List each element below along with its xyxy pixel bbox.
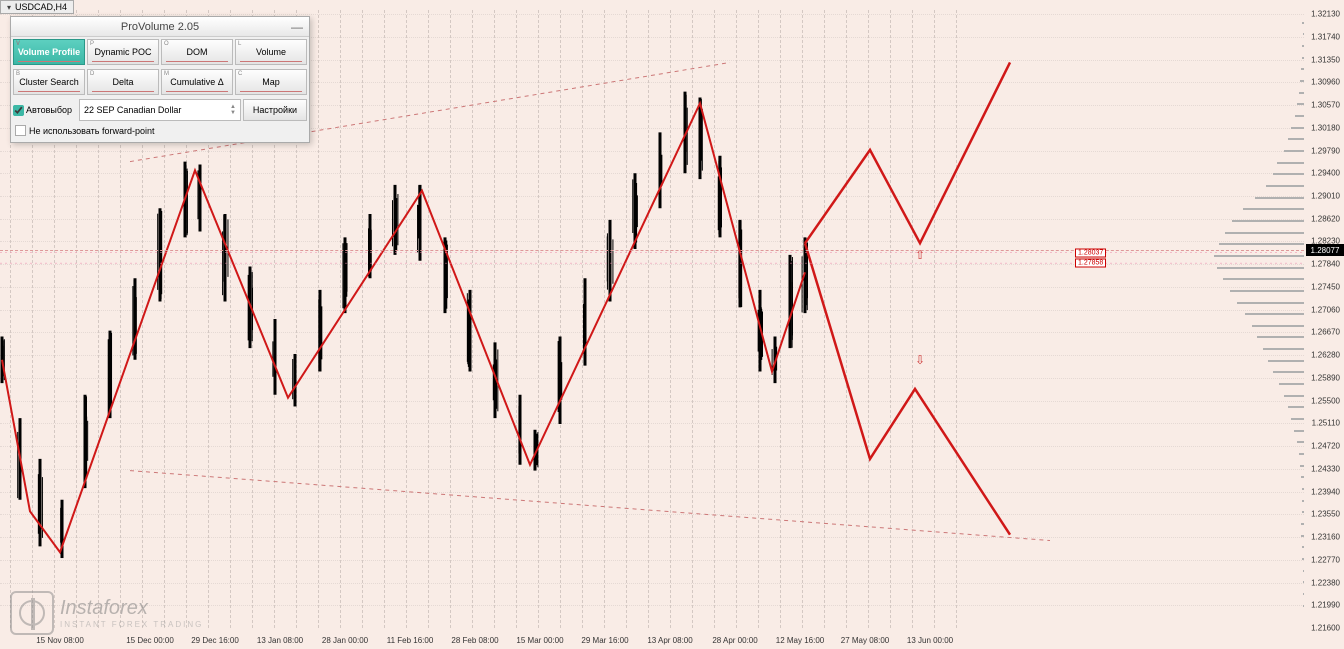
x-tick-label: 28 Jan 00:00 (322, 636, 368, 645)
settings-button[interactable]: Настройки (243, 99, 307, 121)
pv-button-delta[interactable]: DDelta (87, 69, 159, 95)
y-tick-label: 1.28620 (1311, 214, 1340, 223)
x-tick-label: 12 May 16:00 (776, 636, 824, 645)
settings-label: Настройки (253, 105, 297, 115)
arrow-up-icon: ⇧ (915, 248, 925, 262)
y-tick-label: 1.31350 (1311, 55, 1340, 64)
y-tick-label: 1.25890 (1311, 373, 1340, 382)
y-tick-label: 1.27840 (1311, 260, 1340, 269)
x-tick-label: 28 Apr 00:00 (712, 636, 757, 645)
contract-select[interactable]: 22 SEP Canadian Dollar ▲▼ (79, 99, 241, 121)
brand-name: Instaforex (60, 597, 148, 619)
pv-button-cluster-search[interactable]: BCluster Search (13, 69, 85, 95)
y-tick-label: 1.23160 (1311, 533, 1340, 542)
x-tick-label: 15 Nov 08:00 (36, 636, 84, 645)
minimize-icon[interactable]: — (291, 20, 303, 34)
checkbox-icon (15, 125, 26, 136)
y-tick-label: 1.30960 (1311, 78, 1340, 87)
pv-button-dynamic-poc[interactable]: PDynamic POC (87, 39, 159, 65)
level-tag: 1.28037 (1075, 248, 1106, 257)
x-tick-label: 15 Dec 00:00 (126, 636, 174, 645)
current-price-line (0, 250, 1304, 251)
y-tick-label: 1.24720 (1311, 442, 1340, 451)
y-tick-label: 1.23550 (1311, 510, 1340, 519)
x-tick-label: 28 Feb 08:00 (451, 636, 498, 645)
pair-tab-label: USDCAD,H4 (15, 2, 67, 12)
pair-tab[interactable]: ▾ USDCAD,H4 (0, 0, 74, 14)
panel-title: ProVolume 2.05 (121, 21, 199, 33)
tab-arrow-icon: ▾ (7, 3, 11, 12)
panel-title-bar[interactable]: ProVolume 2.05 — (11, 17, 309, 37)
x-tick-label: 13 Jan 08:00 (257, 636, 303, 645)
contract-value: 22 SEP Canadian Dollar (84, 105, 181, 115)
auto-select-label: Автовыбор (26, 105, 72, 115)
y-tick-label: 1.29010 (1311, 191, 1340, 200)
x-tick-label: 11 Feb 16:00 (387, 636, 434, 645)
y-tick-label: 1.29790 (1311, 146, 1340, 155)
x-tick-label: 29 Mar 16:00 (581, 636, 628, 645)
y-tick-label: 1.31740 (1311, 32, 1340, 41)
logo-icon (10, 591, 54, 635)
y-tick-label: 1.27450 (1311, 282, 1340, 291)
pv-button-volume-profile[interactable]: VVolume Profile (13, 39, 85, 65)
x-tick-label: 13 Jun 00:00 (907, 636, 953, 645)
y-tick-label: 1.26280 (1311, 351, 1340, 360)
y-axis: 1.216001.219901.223801.227701.231601.235… (1304, 10, 1344, 628)
y-tick-label: 1.25500 (1311, 396, 1340, 405)
current-price-tag: 1.28077 (1306, 244, 1344, 256)
x-tick-label: 29 Dec 16:00 (191, 636, 239, 645)
forward-point-label: Не использовать forward-point (29, 126, 155, 136)
y-tick-label: 1.22770 (1311, 555, 1340, 564)
chart-root: 1.21600 1.21990 1.22380 1.22770 1.23160 1.235… (0, 0, 1344, 649)
x-tick-label: 15 Mar 00:00 (516, 636, 563, 645)
provolume-panel: ProVolume 2.05 — VVolume ProfilePDynamic… (10, 16, 310, 143)
watermark: Instaforex INSTANT FOREX TRADING (10, 591, 203, 635)
y-tick-label: 1.27060 (1311, 305, 1340, 314)
y-tick-label: 1.23940 (1311, 487, 1340, 496)
spinner-icon[interactable]: ▲▼ (230, 104, 236, 116)
forward-point-checkbox[interactable]: Не использовать forward-point (11, 123, 309, 142)
y-tick-label: 1.29400 (1311, 169, 1340, 178)
level-tag: 1.27858 (1075, 259, 1106, 268)
y-tick-label: 1.21600 (1311, 624, 1340, 633)
y-tick-label: 1.25110 (1312, 419, 1340, 428)
y-tick-label: 1.32130 (1311, 10, 1340, 19)
arrow-down-icon: ⇩ (915, 353, 925, 367)
y-tick-label: 1.24330 (1311, 464, 1340, 473)
pv-button-volume[interactable]: LVolume (235, 39, 307, 65)
pv-button-map[interactable]: CMap (235, 69, 307, 95)
x-tick-label: 13 Apr 08:00 (647, 636, 692, 645)
x-tick-label: 27 May 08:00 (841, 636, 889, 645)
y-tick-label: 1.30570 (1311, 101, 1340, 110)
pv-button-cumulative-[interactable]: MCumulative Δ (161, 69, 233, 95)
auto-select-checkbox[interactable]: Автовыбор (13, 105, 77, 116)
y-tick-label: 1.30180 (1311, 123, 1340, 132)
y-tick-label: 1.26670 (1311, 328, 1340, 337)
brand-tagline: INSTANT FOREX TRADING (60, 620, 203, 629)
y-tick-label: 1.21990 (1311, 601, 1340, 610)
y-tick-label: 1.22380 (1311, 578, 1340, 587)
pv-button-dom[interactable]: ODOM (161, 39, 233, 65)
